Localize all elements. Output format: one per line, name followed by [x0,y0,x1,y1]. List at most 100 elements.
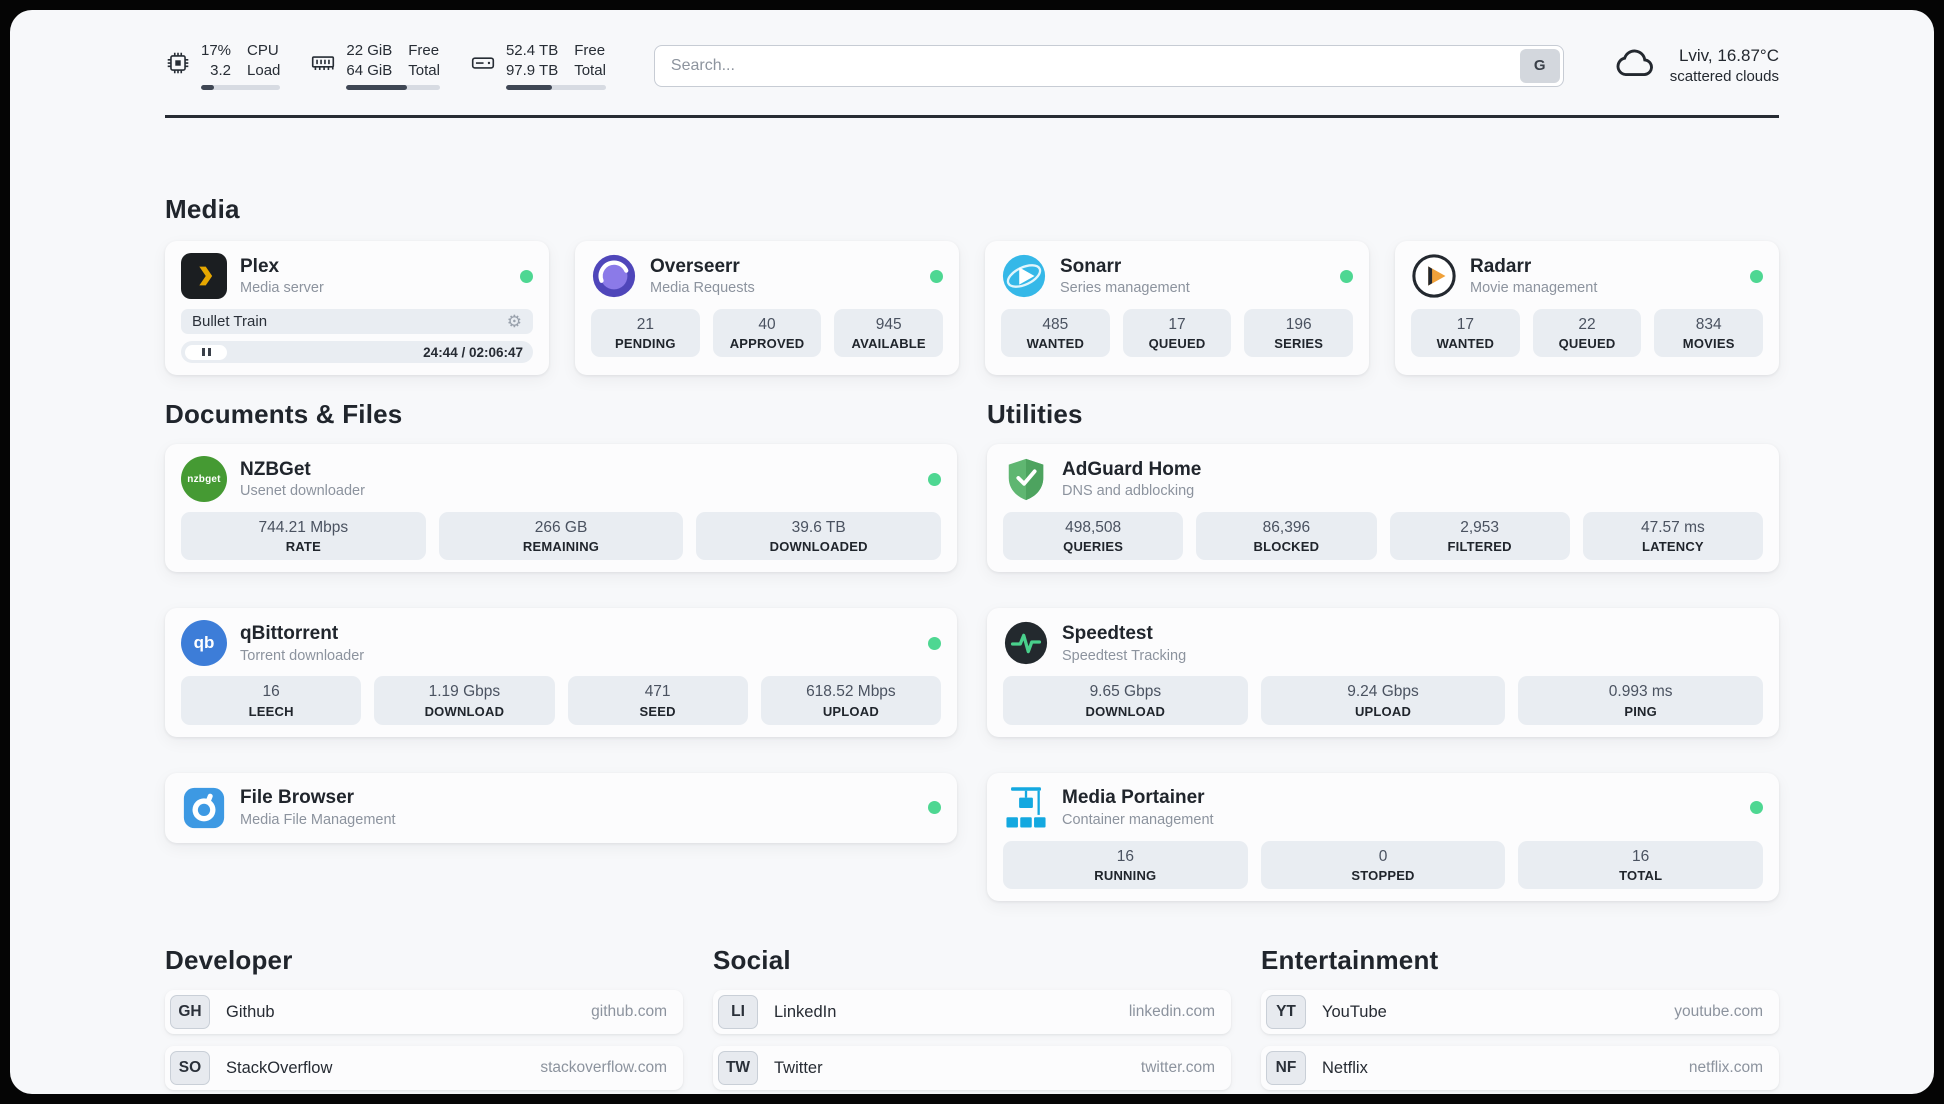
stat-tile: 618.52 Mbps UPLOAD [760,676,941,725]
adguard-icon[interactable] [1003,456,1049,502]
status-dot [1750,801,1763,815]
bookmark-stackoverflow[interactable]: SO StackOverflow stackoverflow.com [165,1046,683,1091]
stat-tile: 16 TOTAL [1518,840,1764,890]
app-card-sonarr: Sonarr Series management 485 WANTED 17 Q… [985,241,1369,375]
app-subtitle: Usenet downloader [240,483,365,500]
search-input[interactable] [653,44,1564,87]
bookmark-youtube[interactable]: YT YouTube youtube.com [1261,990,1779,1035]
overseerr-icon[interactable] [591,253,637,299]
stat-value: 17 [1456,316,1474,333]
ram-free-label: Free [408,42,440,59]
stat-label: RATE [285,539,321,555]
stat-label: FILTERED [1447,539,1512,555]
stat-label: DOWNLOADED [769,539,868,555]
stat-tile: 40 APPROVED [712,309,822,358]
bookmark-abbr: YT [1266,995,1306,1030]
cpu-metric-body: 17% 3.2 CPU Load [201,41,281,90]
portainer-titles: Media Portainer Container management [1062,787,1214,828]
radarr-icon[interactable] [1411,253,1457,299]
bookmark-name: LinkedIn [774,1002,837,1021]
adguard-titles: AdGuard Home DNS and adblocking [1062,459,1201,500]
pause-button[interactable] [185,344,227,360]
weather-text: Lviv, 16.87°C scattered clouds [1670,46,1779,85]
cloud-icon [1612,40,1658,91]
speedtest-icon[interactable] [1003,620,1049,666]
bookmark-name: YouTube [1322,1002,1387,1021]
nzbget-icon[interactable]: nzbget [181,456,227,502]
search-engine-button[interactable]: G [1519,48,1560,83]
stat-value: 0 [1378,847,1388,865]
dashboard-content: 17% 3.2 CPU Load [10,10,1934,1094]
cpu-load-value: 3.2 [210,61,232,79]
bookmark-github[interactable]: GH Github github.com [165,990,683,1035]
stat-tile: 17 WANTED [1411,309,1520,358]
weather-widget[interactable]: Lviv, 16.87°C scattered clouds [1612,40,1779,91]
cpu-load-label: Load [247,61,281,79]
disk-icon [470,50,496,81]
app-name: AdGuard Home [1062,458,1202,480]
stat-value: 266 GB [534,519,588,536]
gear-icon[interactable]: ⚙ [506,312,522,331]
portainer-icon[interactable] [1003,785,1049,831]
stat-tile: 0 STOPPED [1260,840,1506,890]
stat-value: 17 [1168,316,1186,333]
ram-free-value: 22 GiB [346,42,393,59]
stat-label: DOWNLOAD [424,703,505,719]
stat-value: 86,396 [1262,519,1311,536]
bookmark-twitter[interactable]: TW Twitter twitter.com [713,1046,1231,1091]
cpu-icon [165,50,191,81]
bookmark-domain: github.com [591,1003,667,1021]
system-metrics: 17% 3.2 CPU Load [165,41,606,90]
stat-tile: 47.57 ms LATENCY [1582,512,1763,561]
section-developer: Developer GH Github github.com SO StackO… [165,945,683,1094]
stat-value: 744.21 Mbps [258,519,349,536]
stat-tile: 0.993 ms PING [1518,676,1764,725]
filebrowser-titles: File Browser Media File Management [240,787,396,828]
ram-usage-bar [346,85,440,90]
app-subtitle: Torrent downloader [240,647,365,664]
qbittorrent-icon[interactable]: qb [181,620,227,667]
section-utilities: Utilities AdGuard Home DNS and adblockin… [987,399,1779,902]
two-column-area: Documents & Files nzbget NZBGet Usenet d… [165,399,1779,902]
bookmark-netflix[interactable]: NF Netflix netflix.com [1261,1046,1779,1091]
section-title-media: Media [165,194,240,224]
overseerr-titles: Overseerr Media Requests [650,256,755,297]
sonarr-titles: Sonarr Series management [1060,256,1190,297]
bookmark-domain: stackoverflow.com [540,1059,667,1077]
pause-icon [207,348,211,356]
stat-tile: 266 GB REMAINING [438,512,684,561]
bookmark-name: StackOverflow [226,1058,333,1077]
bookmark-linkedin[interactable]: LI LinkedIn linkedin.com [713,990,1231,1035]
bookmark-abbr: TW [718,1051,758,1086]
app-name: qBittorrent [240,622,339,644]
bookmark-domain: netflix.com [1688,1059,1763,1077]
stat-tile: 485 WANTED [1001,309,1110,358]
app-name: Sonarr [1060,255,1122,277]
ram-metric-body: 22 GiB 64 GiB Free Total [346,41,440,90]
app-subtitle: Media Requests [650,280,755,297]
stat-value: 498,508 [1065,519,1122,536]
app-name: Radarr [1470,255,1532,277]
stat-label: STOPPED [1351,868,1415,884]
ram-total-label: Total [408,61,440,79]
stat-label: PING [1624,703,1657,719]
app-subtitle: Movie management [1470,280,1598,297]
playback-progress-bar[interactable]: 24:44 / 02:06:47 [181,341,533,363]
app-subtitle: Media File Management [240,812,396,829]
app-card-portainer: Media Portainer Container management 16 … [987,772,1779,902]
disk-free-label: Free [574,42,606,59]
section-entertainment: Entertainment YT YouTube youtube.com NF … [1261,945,1779,1094]
app-card-plex: Plex Media server Bullet Train ⚙ 24:44 /… [165,241,549,375]
stat-label: UPLOAD [822,703,879,719]
filebrowser-icon[interactable] [181,785,227,831]
plex-icon[interactable] [181,253,227,299]
app-name: NZBGet [240,458,311,480]
sonarr-icon[interactable] [1001,253,1047,299]
stat-tile: 17 QUEUED [1122,309,1232,358]
pause-icon [201,348,205,356]
stat-label: UPLOAD [1354,703,1412,719]
disk-free-value: 52.4 TB [505,42,559,59]
app-name: Plex [240,255,280,277]
stat-value: 9.65 Gbps [1089,683,1162,701]
stat-tile: 744.21 Mbps RATE [181,512,426,561]
